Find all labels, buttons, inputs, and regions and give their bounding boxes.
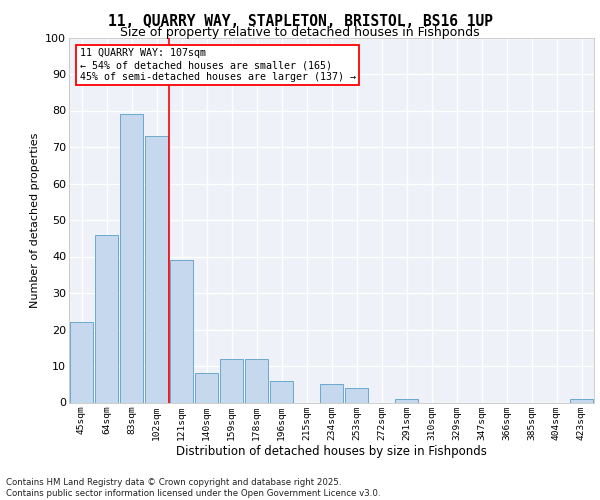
- Bar: [245, 358, 268, 403]
- Bar: [70, 322, 93, 402]
- Bar: [195, 374, 218, 402]
- Bar: [220, 358, 243, 403]
- Y-axis label: Number of detached properties: Number of detached properties: [29, 132, 40, 308]
- Bar: [270, 380, 293, 402]
- Bar: [395, 399, 418, 402]
- Text: 11 QUARRY WAY: 107sqm
← 54% of detached houses are smaller (165)
45% of semi-det: 11 QUARRY WAY: 107sqm ← 54% of detached …: [79, 48, 355, 82]
- Bar: [570, 399, 593, 402]
- Bar: [145, 136, 168, 402]
- X-axis label: Distribution of detached houses by size in Fishponds: Distribution of detached houses by size …: [176, 446, 487, 458]
- Bar: [345, 388, 368, 402]
- Text: 11, QUARRY WAY, STAPLETON, BRISTOL, BS16 1UP: 11, QUARRY WAY, STAPLETON, BRISTOL, BS16…: [107, 14, 493, 29]
- Bar: [170, 260, 193, 402]
- Bar: [120, 114, 143, 403]
- Text: Size of property relative to detached houses in Fishponds: Size of property relative to detached ho…: [120, 26, 480, 39]
- Bar: [320, 384, 343, 402]
- Text: Contains HM Land Registry data © Crown copyright and database right 2025.
Contai: Contains HM Land Registry data © Crown c…: [6, 478, 380, 498]
- Bar: [95, 234, 118, 402]
